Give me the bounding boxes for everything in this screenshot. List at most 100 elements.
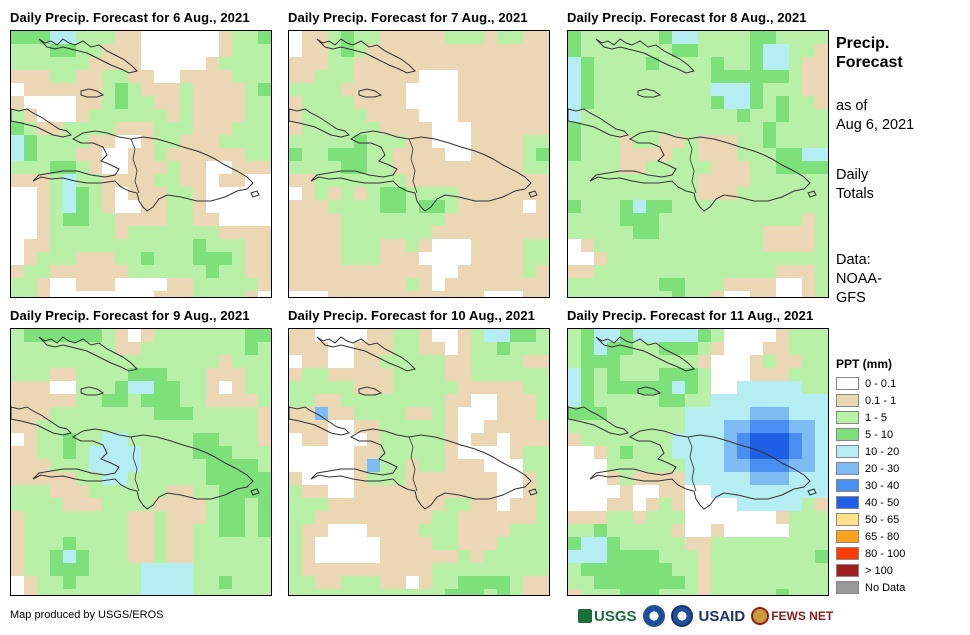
precip-cell [698, 511, 712, 525]
precip-cell [776, 355, 790, 369]
precip-cell [341, 161, 355, 175]
precip-cell [193, 278, 207, 292]
precip-cell [154, 381, 168, 395]
precip-cell [581, 589, 595, 595]
precip-cell [620, 394, 634, 408]
precip-cell [180, 459, 194, 473]
precip-cell [581, 420, 595, 434]
precip-cell [737, 161, 751, 175]
precip-cell [802, 550, 816, 564]
precip-cell [445, 265, 459, 279]
precip-cell [536, 31, 549, 45]
precip-cell [672, 498, 686, 512]
precip-cell [245, 537, 259, 551]
precip-cell [523, 381, 537, 395]
precip-cell [607, 226, 621, 240]
precip-cell [341, 83, 355, 97]
precip-cell [258, 265, 271, 279]
precip-cell [141, 511, 155, 525]
precip-cell [607, 148, 621, 162]
precip-cell [354, 96, 368, 110]
precip-cell [206, 589, 220, 595]
precip-cell [659, 459, 673, 473]
precip-cell [50, 31, 64, 45]
precip-cell [102, 122, 116, 136]
precip-cell [63, 265, 77, 279]
precip-cell [167, 498, 181, 512]
precip-cell [219, 44, 233, 58]
precip-cell [581, 174, 595, 188]
precip-cell [445, 278, 459, 292]
precip-cell [11, 291, 25, 297]
precip-cell [445, 31, 459, 45]
precip-cell [724, 226, 738, 240]
precip-cell [193, 563, 207, 577]
precip-cell [393, 265, 407, 279]
precip-cell [607, 70, 621, 84]
precip-cell [607, 239, 621, 253]
precip-cell [497, 589, 511, 595]
precip-cell [406, 213, 420, 227]
precip-cell [50, 563, 64, 577]
precip-cell [219, 368, 233, 382]
precip-cell [302, 31, 316, 45]
precip-cell [685, 252, 699, 266]
precip-cell [581, 31, 595, 45]
precip-cell [620, 342, 634, 356]
precip-cell [232, 265, 246, 279]
precip-cell [646, 524, 660, 538]
precip-cell [393, 252, 407, 266]
precip-cell [193, 485, 207, 499]
precip-cell [523, 459, 537, 473]
precip-cell [258, 381, 271, 395]
precip-cell [167, 57, 181, 71]
precip-cell [497, 187, 511, 201]
precip-cell [484, 83, 498, 97]
precip-cell [167, 459, 181, 473]
precip-cell [484, 381, 498, 395]
precip-cell [802, 31, 816, 45]
precip-cell [750, 329, 764, 343]
precip-cell [620, 498, 634, 512]
precip-cell [633, 200, 647, 214]
precip-cell [458, 576, 472, 590]
precip-cell [380, 213, 394, 227]
precip-cell [510, 57, 524, 71]
precip-cell [102, 96, 116, 110]
precip-cell [620, 550, 634, 564]
precip-cell [258, 96, 271, 110]
precip-cell [458, 433, 472, 447]
precip-cell [789, 576, 803, 590]
precip-cell [685, 70, 699, 84]
precip-cell [484, 135, 498, 149]
precip-cell [50, 498, 64, 512]
precip-cell [432, 576, 446, 590]
precip-cell [776, 148, 790, 162]
precip-cell [620, 433, 634, 447]
precip-cell [620, 148, 634, 162]
precip-cell [76, 239, 90, 253]
precip-cell [128, 122, 142, 136]
precip-cell [128, 226, 142, 240]
precip-cell [154, 329, 168, 343]
precip-cell [633, 472, 647, 486]
precip-cell [594, 589, 608, 595]
precip-cell [141, 174, 155, 188]
precip-cell [406, 83, 420, 97]
precip-cell [315, 161, 329, 175]
precip-cell [471, 381, 485, 395]
precip-cell [193, 174, 207, 188]
precip-cell [341, 291, 355, 297]
precip-cell [245, 394, 259, 408]
precip-cell [419, 342, 433, 356]
precip-cell [258, 226, 271, 240]
precip-cell [510, 161, 524, 175]
precip-cell [245, 278, 259, 292]
precip-cell [115, 472, 129, 486]
precip-cell [568, 407, 582, 421]
precip-cell [367, 550, 381, 564]
forecast-panel-1: Daily Precip. Forecast for 6 Aug., 2021 [10, 10, 272, 298]
precip-cell [594, 433, 608, 447]
precip-cell [302, 550, 316, 564]
precip-cell [37, 200, 51, 214]
